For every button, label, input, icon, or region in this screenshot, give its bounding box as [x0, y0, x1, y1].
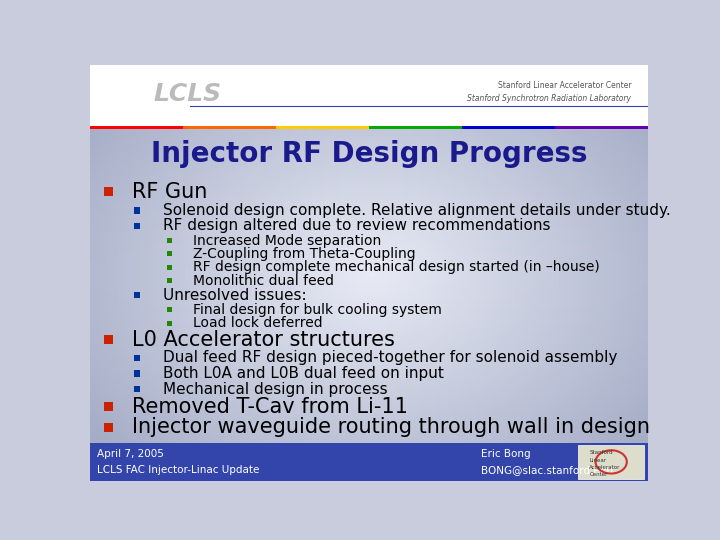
Text: Mechanical design in process: Mechanical design in process: [163, 382, 387, 396]
FancyBboxPatch shape: [369, 126, 462, 129]
FancyBboxPatch shape: [462, 126, 555, 129]
FancyBboxPatch shape: [133, 355, 140, 361]
FancyBboxPatch shape: [133, 292, 140, 299]
Text: Center: Center: [590, 472, 608, 477]
Text: Stanford Linear Accelerator Center: Stanford Linear Accelerator Center: [498, 81, 631, 90]
Text: Stanford: Stanford: [590, 450, 613, 455]
FancyBboxPatch shape: [104, 402, 113, 411]
Text: RF design altered due to review recommendations: RF design altered due to review recommen…: [163, 218, 550, 233]
Text: Linear: Linear: [590, 457, 606, 463]
FancyBboxPatch shape: [167, 238, 172, 243]
Text: Monolithic dual feed: Monolithic dual feed: [193, 274, 334, 288]
FancyBboxPatch shape: [167, 265, 172, 270]
Text: BONG@slac.stanford.edu: BONG@slac.stanford.edu: [481, 465, 613, 475]
Text: RF Gun: RF Gun: [132, 182, 207, 202]
Text: Removed T-Cav from Li-11: Removed T-Cav from Li-11: [132, 397, 408, 417]
FancyBboxPatch shape: [133, 386, 140, 393]
FancyBboxPatch shape: [167, 321, 172, 326]
FancyBboxPatch shape: [276, 126, 369, 129]
FancyBboxPatch shape: [167, 252, 172, 256]
FancyBboxPatch shape: [90, 65, 648, 129]
Text: Injector waveguide routing through wall in design: Injector waveguide routing through wall …: [132, 417, 650, 437]
Text: April 7, 2005: April 7, 2005: [96, 449, 163, 458]
Text: Accelerator: Accelerator: [590, 465, 621, 470]
FancyBboxPatch shape: [104, 187, 113, 197]
FancyBboxPatch shape: [167, 307, 172, 312]
Text: LCLS: LCLS: [153, 82, 222, 106]
FancyBboxPatch shape: [167, 278, 172, 284]
Text: Stanford Synchrotron Radiation Laboratory: Stanford Synchrotron Radiation Laborator…: [467, 93, 631, 103]
Text: Solenoid design complete. Relative alignment details under study.: Solenoid design complete. Relative align…: [163, 203, 670, 218]
FancyBboxPatch shape: [133, 207, 140, 214]
FancyBboxPatch shape: [90, 126, 183, 129]
FancyBboxPatch shape: [133, 370, 140, 377]
Text: Eric Bong: Eric Bong: [481, 449, 530, 458]
Text: Load lock deferred: Load lock deferred: [193, 316, 323, 330]
Text: Injector RF Design Progress: Injector RF Design Progress: [150, 140, 588, 168]
FancyBboxPatch shape: [104, 335, 113, 344]
FancyBboxPatch shape: [104, 423, 113, 431]
Text: L0 Accelerator structures: L0 Accelerator structures: [132, 329, 395, 349]
FancyBboxPatch shape: [183, 126, 276, 129]
Text: Both L0A and L0B dual feed on input: Both L0A and L0B dual feed on input: [163, 366, 444, 381]
FancyBboxPatch shape: [578, 445, 644, 479]
Text: Final design for bulk cooling system: Final design for bulk cooling system: [193, 303, 442, 317]
Text: LCLS FAC Injector-Linac Update: LCLS FAC Injector-Linac Update: [96, 465, 259, 475]
Text: RF design complete mechanical design started (in –house): RF design complete mechanical design sta…: [193, 260, 600, 274]
FancyBboxPatch shape: [133, 222, 140, 229]
FancyBboxPatch shape: [90, 443, 648, 481]
Text: Increased Mode separation: Increased Mode separation: [193, 233, 382, 247]
Text: Unresolved issues:: Unresolved issues:: [163, 288, 306, 302]
FancyBboxPatch shape: [555, 126, 648, 129]
Text: Z-Coupling from Theta-Coupling: Z-Coupling from Theta-Coupling: [193, 247, 416, 261]
Text: Dual feed RF design pieced-together for solenoid assembly: Dual feed RF design pieced-together for …: [163, 350, 617, 366]
